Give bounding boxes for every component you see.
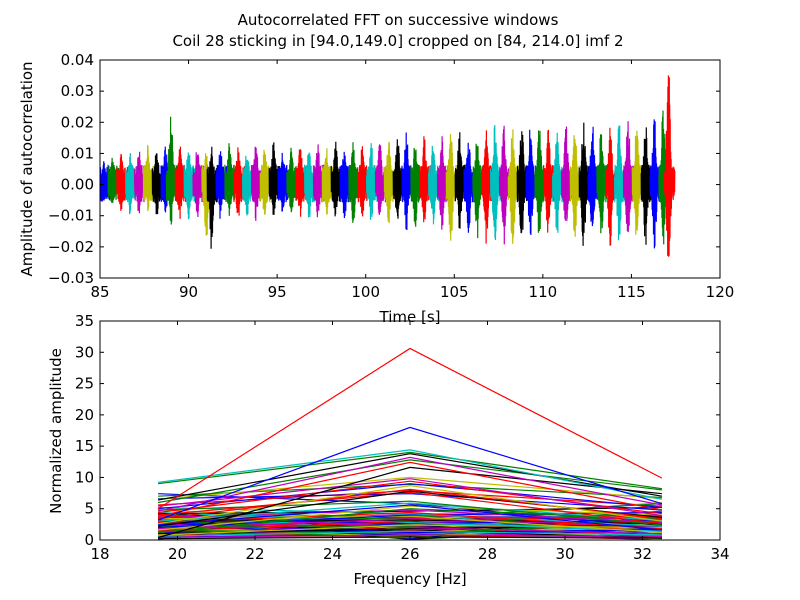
- top-y-tick-label: 0.00: [61, 176, 94, 194]
- top-window-series: [663, 75, 676, 257]
- bottom-window-series: [158, 508, 662, 534]
- bottom-y-tick-label: 20: [75, 406, 94, 424]
- chart-normalized-amplitude-frequency: 18 20 22 24 26 28 30 32 34 0 5 10 15 20 25 30 35 Frequen…: [47, 312, 730, 588]
- bottom-y-axis-label: Normalized amplitude: [47, 348, 65, 514]
- bottom-window-series: [158, 483, 662, 510]
- bottom-ticks: 18 20 22 24 26 28 30 32 34 0 5 10 15 20 25 30 35: [75, 312, 730, 563]
- bottom-window-series: [158, 505, 662, 531]
- bottom-window-series: [158, 491, 662, 525]
- top-y-tick-label: 0.01: [61, 144, 94, 162]
- bottom-window-series: [158, 478, 662, 517]
- bottom-x-tick-label: 18: [90, 545, 109, 563]
- top-ticks: 85 90 95 100 105 110 115 120 −0.03 −0.02 −0.01 0.00…: [48, 51, 734, 301]
- bottom-window-series: [157, 461, 663, 517]
- bottom-window-series: [157, 347, 663, 510]
- bottom-y-tick-label: 10: [75, 468, 94, 486]
- top-y-tick-label: 0.03: [61, 82, 94, 100]
- figure-subtitle: Coil 28 sticking in [94.0,149.0] cropped…: [172, 32, 623, 50]
- top-x-tick-label: 100: [351, 283, 380, 301]
- bottom-window-series: [157, 456, 663, 512]
- bottom-x-tick-label: 26: [400, 545, 419, 563]
- bottom-window-series: [157, 466, 662, 539]
- top-series-group: [100, 75, 676, 257]
- bottom-series-group: [157, 347, 663, 540]
- bottom-x-tick-label: 20: [168, 545, 187, 563]
- top-x-tick-label: 110: [529, 283, 558, 301]
- bottom-window-series: [158, 504, 662, 531]
- bottom-x-tick-label: 24: [323, 545, 342, 563]
- top-x-tick-label: 115: [617, 283, 646, 301]
- bottom-x-tick-label: 32: [633, 545, 652, 563]
- bottom-window-series: [158, 502, 662, 522]
- bottom-y-tick-label: 35: [75, 312, 94, 330]
- bottom-window-series: [158, 484, 662, 525]
- bottom-window-series: [157, 426, 663, 521]
- top-y-tick-label: −0.03: [48, 269, 94, 287]
- bottom-plot-area: [157, 347, 663, 540]
- top-x-tick-label: 105: [440, 283, 469, 301]
- bottom-x-tick-label: 30: [555, 545, 574, 563]
- bottom-y-tick-label: 5: [84, 500, 94, 518]
- bottom-window-series: [158, 451, 662, 490]
- bottom-y-tick-label: 15: [75, 437, 94, 455]
- top-y-axis-label: Amplitude of autocorrelation: [18, 61, 36, 276]
- chart-autocorrelation-time: 85 90 95 100 105 110 115 120 −0.03 −0.02 −0.01 0.00…: [18, 51, 734, 326]
- bottom-window-series: [158, 476, 662, 500]
- top-axes-frame: [99, 59, 721, 279]
- bottom-x-axis-label: Frequency [Hz]: [353, 570, 466, 588]
- top-y-tick-label: 0.04: [61, 51, 94, 69]
- bottom-y-tick-label: 0: [84, 531, 94, 549]
- top-x-tick-label: 85: [90, 283, 109, 301]
- top-x-tick-label: 95: [268, 283, 287, 301]
- bottom-y-tick-label: 25: [75, 375, 94, 393]
- bottom-window-series: [158, 511, 662, 532]
- top-y-tick-label: −0.01: [48, 207, 94, 225]
- top-y-tick-label: 0.02: [61, 113, 94, 131]
- bottom-window-series: [157, 453, 662, 501]
- bottom-x-tick-label: 28: [478, 545, 497, 563]
- figure-title: Autocorrelated FFT on successive windows: [238, 11, 559, 29]
- top-plot-area: [100, 75, 676, 257]
- bottom-window-series: [158, 530, 662, 537]
- bottom-y-tick-label: 30: [75, 343, 94, 361]
- bottom-x-tick-label: 34: [710, 545, 729, 563]
- bottom-window-series: [158, 449, 663, 500]
- top-x-tick-label: 120: [706, 283, 735, 301]
- top-y-tick-label: −0.02: [48, 238, 94, 256]
- bottom-window-series: [158, 511, 662, 530]
- top-x-tick-label: 90: [179, 283, 198, 301]
- bottom-x-tick-label: 22: [245, 545, 264, 563]
- bottom-window-series: [157, 459, 662, 504]
- bottom-window-series: [158, 534, 662, 539]
